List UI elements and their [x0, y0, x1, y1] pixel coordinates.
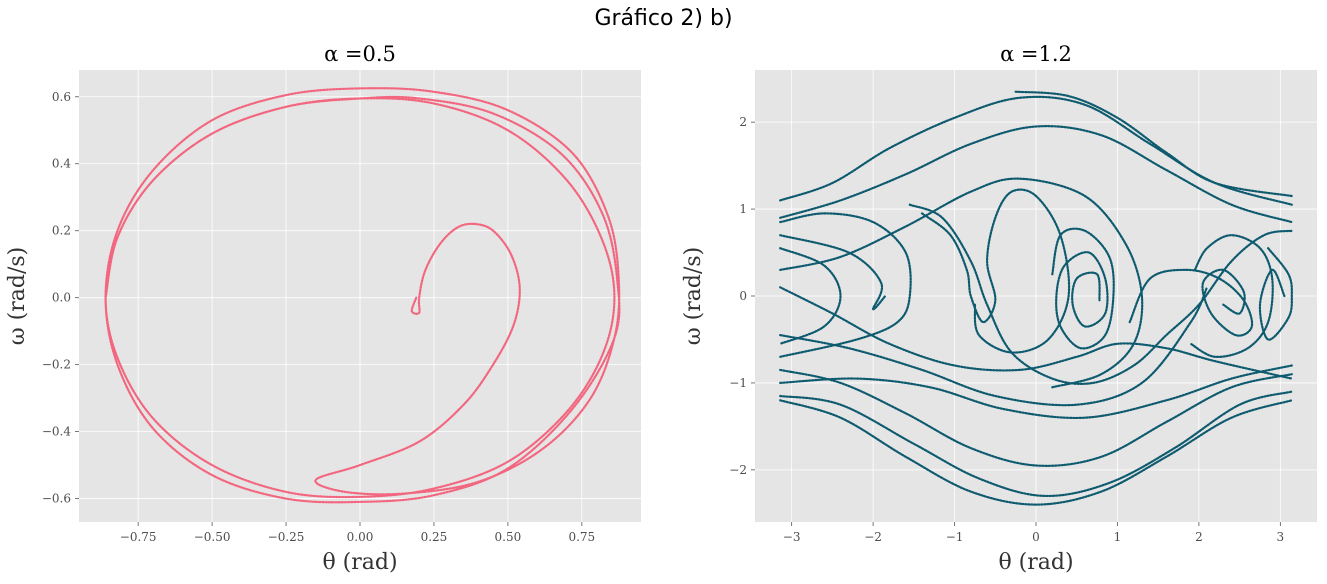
- chart-title-left: α =0.5: [324, 42, 396, 66]
- y-tick-label: 0.0: [52, 291, 71, 305]
- trajectory-segment: [779, 364, 1293, 420]
- trajectory-segment: [779, 177, 1144, 389]
- y-tick-label: 0: [739, 289, 747, 303]
- grid-left: [79, 70, 641, 522]
- trajectory-segment: [779, 399, 1293, 506]
- x-tick-label: 1: [1114, 530, 1122, 544]
- x-tick-label: −0.50: [194, 530, 231, 544]
- y-tick-label: −0.2: [42, 358, 71, 372]
- phase-plot-left: −0.75 −0.50 −0.25 0.00 0.25 0.50 0.75 −0.6 −0.4…: [5, 42, 641, 575]
- y-ticks-left: −0.6 −0.4 −0.2 0.0 0.2 0.4 0.6: [42, 90, 79, 506]
- x-tick-label: 3: [1277, 530, 1285, 544]
- series-right: [779, 90, 1293, 506]
- x-tick-label: 0: [1032, 530, 1040, 544]
- series-left: [104, 87, 621, 504]
- trajectory-segment: [779, 286, 1209, 407]
- trajectory-segment: [779, 125, 1293, 224]
- grid-right: [755, 70, 1317, 522]
- x-ticks-right: −3 −2 −1 0 1 2 3: [783, 522, 1284, 544]
- trajectory-segment: [1189, 234, 1274, 358]
- trajectory-segment: [1014, 90, 1293, 198]
- trajectory-segment: [779, 234, 887, 311]
- trajectory-segment: [779, 212, 912, 358]
- y-tick-label: −1: [729, 376, 747, 390]
- trajectory-segment: [779, 390, 1293, 498]
- trajectory-segment: [779, 368, 1293, 467]
- y-tick-label: 0.2: [52, 224, 71, 238]
- x-tick-label: −0.25: [268, 530, 305, 544]
- x-tick-label: −3: [783, 530, 801, 544]
- trajectory-segment: [1128, 268, 1254, 337]
- x-tick-label: 0.50: [495, 530, 522, 544]
- x-tick-label: 0.25: [421, 530, 448, 544]
- x-axis-label-right: θ (rad): [998, 550, 1073, 575]
- x-tick-label: 0.00: [347, 530, 374, 544]
- x-tick-label: −0.75: [120, 530, 157, 544]
- phase-plot-right: −3 −2 −1 0 1 2 3 −2 −1 0 1 2 α =1.2 θ (rad) ω (rad…: [681, 42, 1317, 575]
- y-tick-label: 0.6: [52, 90, 71, 104]
- x-tick-label: −2: [864, 530, 882, 544]
- y-tick-label: 1: [739, 202, 747, 216]
- x-tick-label: 2: [1195, 530, 1203, 544]
- figure-suptitle: Gráfico 2) b): [594, 6, 733, 31]
- y-tick-label: −2: [729, 463, 747, 477]
- x-tick-label: 0.75: [568, 530, 595, 544]
- x-tick-label: −1: [946, 530, 964, 544]
- y-tick-label: −0.6: [42, 492, 71, 506]
- y-axis-label-left: ω (rad/s): [5, 247, 30, 346]
- trajectory-segment: [908, 203, 1293, 385]
- chart-title-right: α =1.2: [1000, 42, 1072, 66]
- y-tick-label: −0.4: [42, 425, 72, 439]
- trajectory-segment: [920, 188, 1071, 354]
- y-ticks-right: −2 −1 0 1 2: [729, 115, 755, 477]
- y-axis-label-right: ω (rad/s): [681, 247, 706, 346]
- trajectory-segment: [779, 286, 1293, 380]
- x-ticks-left: −0.75 −0.50 −0.25 0.00 0.25 0.50 0.75: [120, 522, 595, 544]
- trajectory-segment: [779, 247, 842, 345]
- y-tick-label: 2: [739, 115, 747, 129]
- y-tick-label: 0.4: [52, 157, 71, 171]
- trajectory-segment: [1051, 227, 1115, 350]
- x-axis-label-left: θ (rad): [322, 550, 397, 575]
- trajectory-segment: [104, 87, 621, 504]
